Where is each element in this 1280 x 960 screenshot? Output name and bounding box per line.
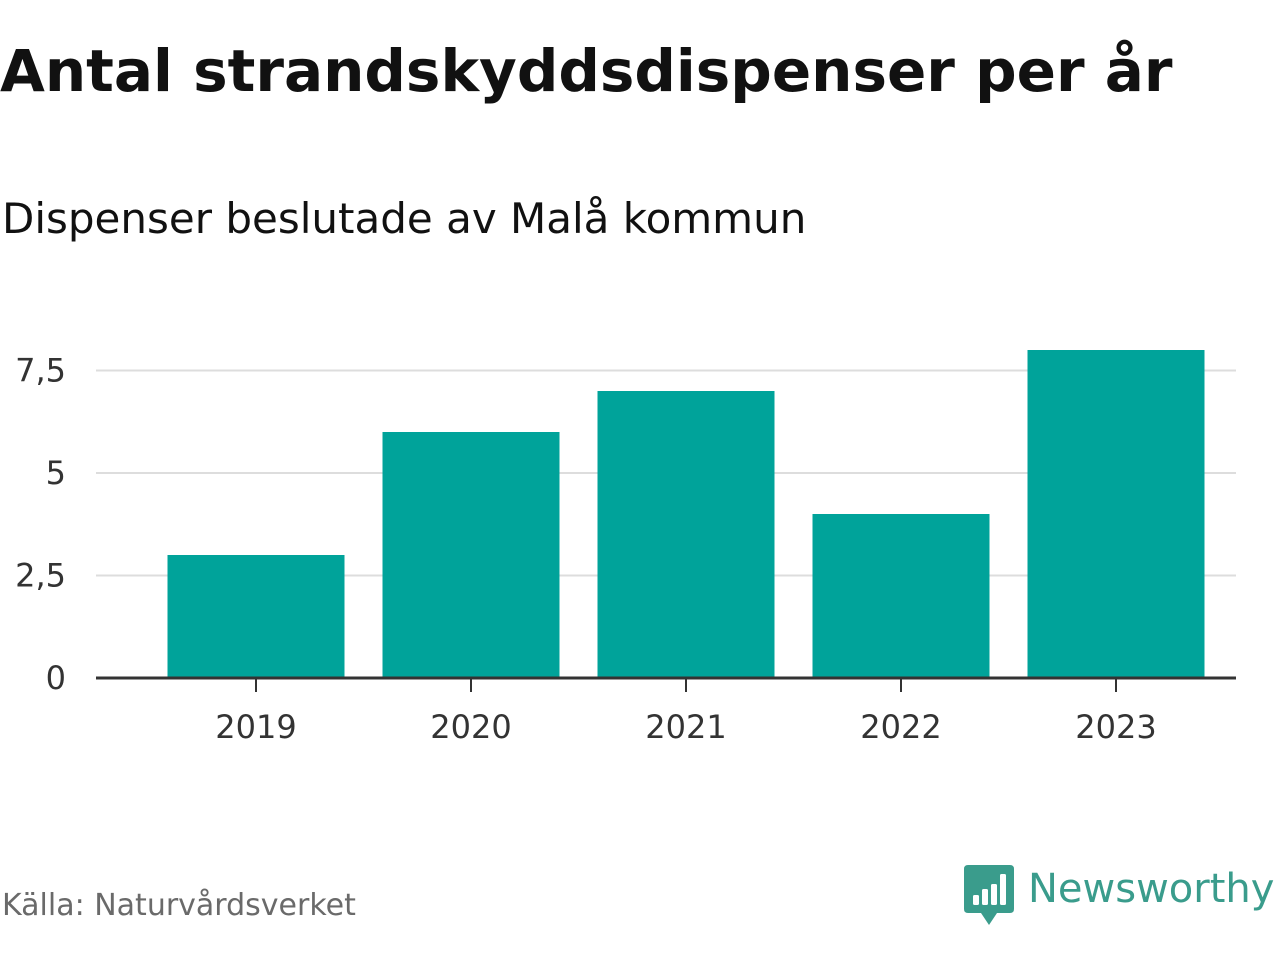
- x-tick-label: 2021: [645, 708, 726, 746]
- bar-2021: [597, 391, 775, 678]
- bar-2022: [812, 514, 990, 678]
- bars: [167, 350, 1205, 678]
- brand-logo: Newsworthy: [964, 864, 1274, 928]
- y-axis-labels: 0 2,5 5 7,5: [15, 352, 66, 698]
- x-axis: [96, 676, 1236, 692]
- y-tick-label: 0: [46, 659, 66, 697]
- chart-title: Antal strandskyddsdispenser per år: [0, 37, 1173, 105]
- source-note: Källa: Naturvårdsverket: [2, 888, 356, 923]
- x-tick-label: 2019: [215, 708, 296, 746]
- x-tick-label: 2023: [1075, 708, 1156, 746]
- brand-name: Newsworthy: [1028, 866, 1275, 912]
- bar-2020: [382, 432, 560, 678]
- y-tick-label: 2,5: [15, 557, 66, 595]
- y-tick-label: 5: [46, 454, 66, 492]
- x-tick-label: 2022: [860, 708, 941, 746]
- x-tick-label: 2020: [430, 708, 511, 746]
- newsworthy-logo-icon: [964, 865, 1014, 925]
- y-tick-label: 7,5: [15, 352, 66, 390]
- chart-subtitle: Dispenser beslutade av Malå kommun: [2, 194, 807, 243]
- bar-2023: [1027, 350, 1205, 678]
- x-axis-labels: 2019 2020 2021 2022 2023: [215, 708, 1156, 746]
- bar-2019: [167, 555, 345, 678]
